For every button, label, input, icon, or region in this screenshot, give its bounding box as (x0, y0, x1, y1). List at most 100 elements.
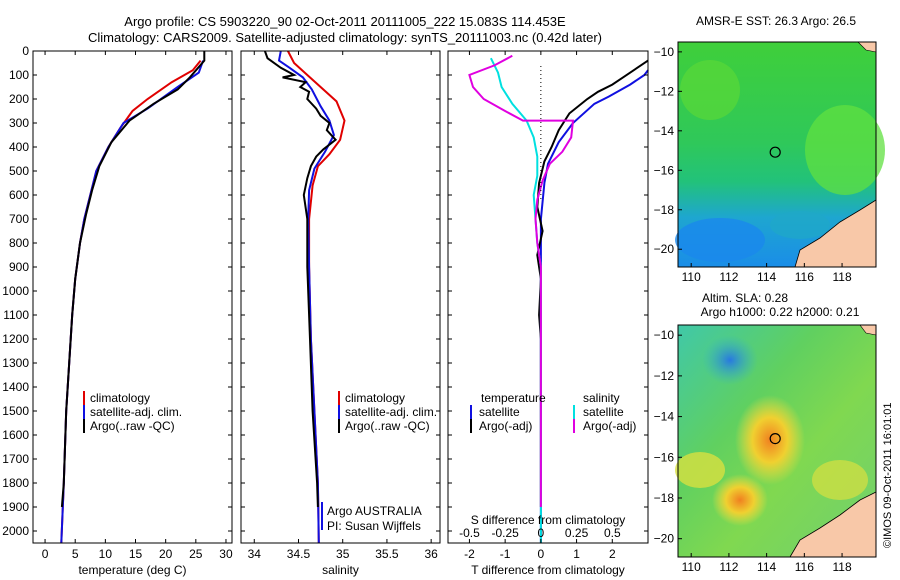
temperature-plot-area (33, 51, 232, 543)
sst-warm-patch (805, 105, 885, 195)
sst-warm-patch (680, 60, 740, 120)
map-y-tick-label: −10 (654, 45, 675, 59)
map-y-tick-label: −10 (654, 328, 675, 342)
salinity-legend: climatology satellite-adj. clim. Argo(..… (321, 391, 437, 533)
sla-land (790, 492, 876, 557)
legend-label-satellite: satellite-adj. clim. (345, 405, 437, 419)
map-y-tick-label: −14 (654, 410, 675, 424)
legend-label-climatology: climatology (345, 391, 405, 405)
s-tick-label: -0.5 (459, 526, 480, 540)
map-x-tick-label: 116 (795, 270, 814, 284)
map-x-tick-label: 116 (795, 560, 814, 574)
header-line1: Argo profile: CS 5903220_90 02-Oct-2011 … (124, 14, 566, 29)
y-tick-label: 900 (9, 260, 29, 274)
x-tick-label: -2 (464, 547, 475, 561)
salinity-plot-area (241, 51, 440, 543)
map-y-tick-label: −16 (654, 163, 675, 177)
legend-title-salinity: salinity (583, 391, 620, 405)
legend-label-s-satellite: satellite (583, 405, 624, 419)
legend-label-argo: Argo(..raw -QC) (345, 419, 430, 433)
temperature-plot: 0100200300400500600700800900100011001200… (2, 44, 233, 577)
legend-label-t-argo: Argo(-adj) (479, 419, 532, 433)
map-x-tick-label: 112 (719, 560, 738, 574)
s-tick-label: -0.25 (491, 526, 519, 540)
map-y-tick-label: −16 (654, 450, 675, 464)
sst-map-axes: 110 112 114 116 118 −10 −12 −14 −16 −18 −20 (654, 45, 852, 284)
sst-coastline (794, 199, 877, 268)
differences-frame (447, 50, 649, 544)
map-x-tick-label: 114 (757, 270, 776, 284)
map-x-tick-label: 110 (682, 270, 701, 284)
y-tick-label: 1900 (2, 500, 29, 514)
y-tick-label: 1200 (2, 332, 29, 346)
salinity-x-axis-label: salinity (322, 563, 359, 577)
s-tick-label: 0.5 (604, 526, 621, 540)
y-tick-label: 2000 (2, 524, 29, 538)
x-tick-label: 15 (129, 547, 143, 561)
legend-label-argo: Argo(..raw -QC) (90, 419, 175, 433)
x-tick-label: 0 (42, 547, 49, 561)
footer-argo-australia: Argo AUSTRALIA (327, 504, 422, 518)
s-tick-label: 0.25 (565, 526, 589, 540)
sst-argo-marker (769, 146, 781, 158)
footer-pi: PI: Susan Wijffels (327, 519, 421, 533)
x-tick-label: 10 (99, 547, 113, 561)
sla-map-title: Altim. SLA: 0.28 (702, 291, 788, 305)
s-tick-label: 0 (538, 526, 545, 540)
header-line2: Climatology: CARS2009. Satellite-adjuste… (88, 30, 602, 45)
y-tick-label: 500 (9, 164, 29, 178)
sla-patch (812, 460, 868, 500)
y-tick-label: 0 (22, 44, 29, 58)
y-tick-label: 1700 (2, 452, 29, 466)
sst-cool-patch (770, 211, 830, 239)
salinity-plot: 34 34.5 35 35.5 36 salinity (240, 50, 441, 577)
differences-series-temperature-argo-adj- (536, 59, 649, 507)
y-tick-label: 1800 (2, 476, 29, 490)
y-tick-label: 1000 (2, 284, 29, 298)
differences-series-salinity-argo-adj- (468, 54, 575, 507)
y-tick-label: 1100 (3, 308, 29, 322)
map-y-tick-label: −18 (654, 203, 675, 217)
sla-map-frame (677, 324, 877, 558)
x-tick-label: 0 (538, 547, 545, 561)
y-tick-label: 1400 (2, 380, 29, 394)
y-tick-label: 700 (9, 212, 29, 226)
sla-coastline (789, 491, 877, 558)
legend-label-t-satellite: satellite (479, 405, 520, 419)
y-tick-label: 100 (9, 68, 29, 82)
x-tick-label: 30 (219, 547, 233, 561)
map-x-tick-label: 118 (832, 560, 851, 574)
differences-plot: -2 -1 0 1 2 -0.5 -0.25 0 0.25 0.5 T difference fro… (447, 50, 649, 577)
legend-label-climatology: climatology (90, 391, 150, 405)
credit-text: ©IMOS 09-Oct-2011 16:01:01 (882, 403, 894, 548)
map-y-tick-label: −14 (654, 124, 675, 138)
y-tick-label: 400 (9, 140, 29, 154)
differences-plot-area (448, 51, 648, 543)
sst-map-frame (677, 41, 877, 268)
y-tick-label: 200 (9, 92, 29, 106)
x-tick-label: 2 (609, 547, 616, 561)
sla-map: 110 112 114 116 118 −10 −12 −14 −16 −18 −20 (654, 324, 877, 574)
temperature-series-argo-raw-qc- (60, 51, 206, 508)
sst-map: 110 112 114 116 118 −10 −12 −14 −16 −18 −20 (654, 41, 885, 284)
temperature-legend: climatology satellite-adj. clim. Argo(..… (83, 391, 182, 433)
sst-land (795, 200, 876, 267)
sla-patch (675, 452, 725, 488)
map-x-tick-label: 110 (682, 560, 701, 574)
legend-label-s-argo: Argo(-adj) (583, 419, 636, 433)
y-tick-label: 1600 (2, 428, 29, 442)
x-tick-label: 35 (336, 547, 350, 561)
temperature-x-axis-label: temperature (deg C) (78, 563, 186, 577)
map-x-tick-label: 114 (757, 560, 776, 574)
y-tick-label: 600 (9, 188, 29, 202)
s-difference-label: S difference from climatology (471, 513, 626, 527)
salinity-series-satellite-adj-clim- (277, 50, 335, 544)
legend-label-satellite: satellite-adj. clim. (90, 405, 182, 419)
x-tick-label: -1 (500, 547, 511, 561)
x-tick-label: 5 (72, 547, 79, 561)
sla-map-subtitle: Argo h1000: 0.22 h2000: 0.21 (701, 305, 860, 319)
y-tick-label: 1500 (2, 404, 29, 418)
map-y-tick-label: −20 (654, 532, 675, 546)
legend-title-temperature: temperature (481, 391, 546, 405)
map-y-tick-label: −12 (654, 369, 675, 383)
